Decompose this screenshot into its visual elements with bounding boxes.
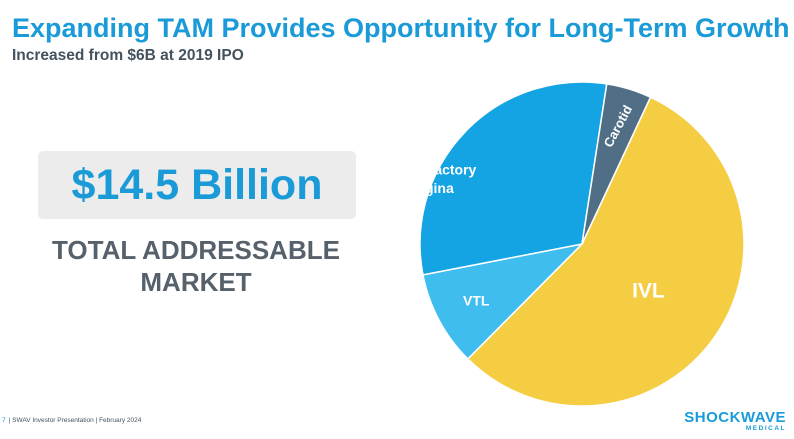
footer-text: SWAV Investor Presentation | February 20… (12, 417, 142, 424)
page-number: 7 (2, 417, 6, 424)
pie-label-vtl: VTL (463, 292, 490, 308)
logo-sub: MEDICAL (745, 425, 786, 432)
pie-slice-ivl (466, 96, 745, 407)
pie-slice-vtl (422, 242, 585, 361)
tam-value-box: $14.5 Billion (38, 151, 356, 219)
slide-title: Expanding TAM Provides Opportunity for L… (12, 13, 790, 43)
tam-label-line1: TOTAL ADDRESSABLE (52, 235, 340, 265)
pie-label-ivl: IVL (632, 280, 665, 303)
footer: 7 | SWAV Investor Presentation | February… (2, 417, 141, 424)
tam-value: $14.5 Billion (71, 160, 323, 209)
pie-label-refractory-angina: Refractory Angina (410, 162, 477, 196)
company-logo: SHOCKWAVE MEDICAL (684, 410, 786, 433)
pie-slice-carotid (581, 83, 652, 245)
footer-separator: | (8, 417, 13, 424)
pie-slice-refractory-angina (419, 81, 608, 276)
tam-label-line2: MARKET (140, 267, 252, 297)
slide-subtitle: Increased from $6B at 2019 IPO (12, 47, 244, 64)
tam-label: TOTAL ADDRESSABLE MARKET (20, 234, 372, 298)
logo-name: SHOCKWAVE (684, 409, 786, 426)
